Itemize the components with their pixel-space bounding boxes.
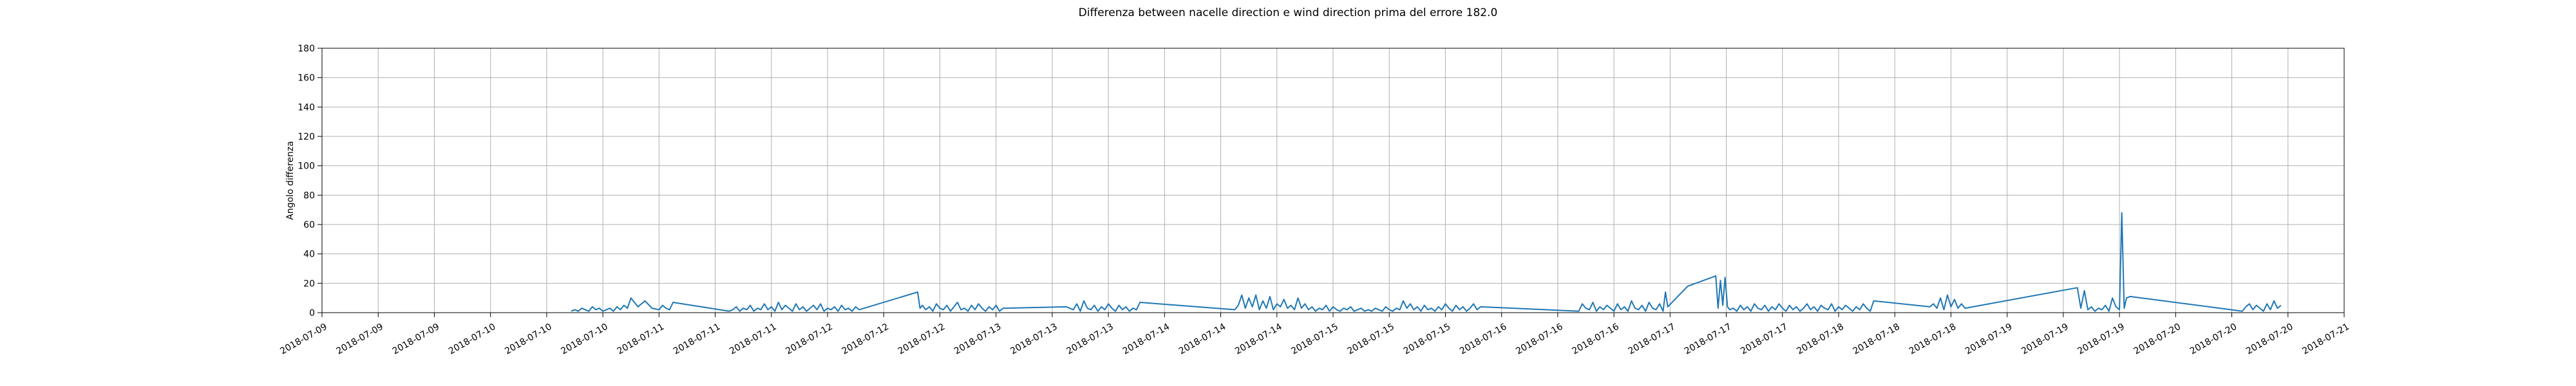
y-axis: 0 20 40 60 80 100 120 140 160 180 (298, 44, 322, 318)
y-tick-label: 40 (303, 250, 315, 260)
y-tick-label: 180 (298, 44, 315, 54)
y-tick-label: 140 (298, 102, 315, 113)
y-tick-label: 80 (303, 190, 315, 201)
chart-title: Differenza between nacelle direction e w… (1079, 6, 1498, 19)
grid-layer (321, 48, 2345, 313)
y-tick-label: 120 (298, 132, 315, 142)
series-line (571, 212, 2282, 312)
series-layer (571, 212, 2282, 312)
y-tick-label: 60 (303, 220, 315, 230)
y-axis-label: Angolo differenza (285, 141, 296, 220)
y-tick-label: 0 (309, 308, 315, 318)
y-tick-label: 20 (303, 279, 315, 289)
y-tick-label: 100 (298, 161, 315, 172)
y-tick-label: 160 (298, 73, 315, 84)
